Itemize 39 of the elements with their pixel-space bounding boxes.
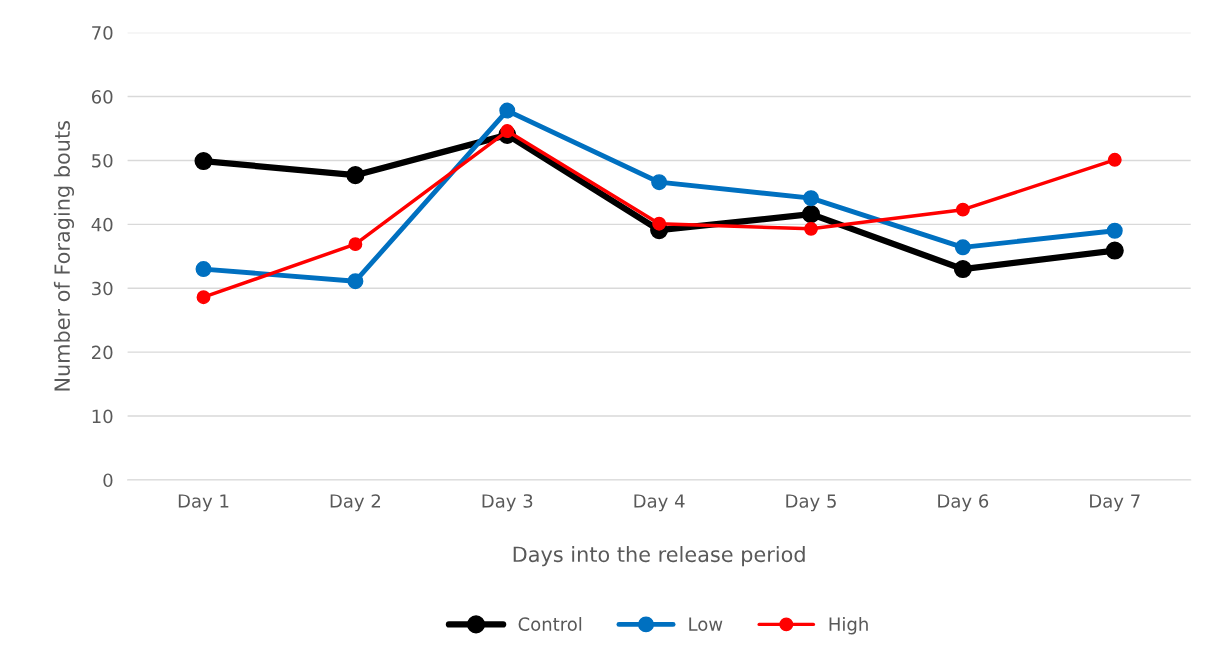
y-tick-label: 20	[92, 345, 113, 360]
y-tick-label: 0	[103, 473, 113, 488]
point	[954, 239, 971, 256]
x-tick-label: Day 5	[786, 494, 836, 512]
legend-label: Low	[689, 617, 723, 631]
point	[195, 261, 212, 278]
point	[803, 190, 819, 207]
legend-label: Control	[518, 616, 582, 631]
x-tick-label: Day 7	[1090, 494, 1140, 512]
point	[953, 260, 972, 279]
y-tick-label: 40	[91, 217, 113, 232]
point	[346, 166, 365, 185]
x-tick-label: Day 4	[634, 494, 685, 512]
point	[1107, 152, 1122, 167]
legend-label: High	[829, 616, 868, 635]
y-tick-label: 60	[91, 90, 113, 104]
x-tick-label: Day 2	[330, 494, 381, 512]
point	[500, 124, 515, 139]
point	[652, 216, 667, 231]
y-tick-label: 70	[92, 26, 113, 40]
point	[347, 273, 364, 290]
point	[1106, 222, 1123, 239]
point	[651, 174, 668, 191]
y-axis-title: Number of Foraging bouts	[53, 121, 75, 391]
y-tick-label: 50	[92, 153, 113, 168]
point	[194, 152, 213, 171]
x-tick-label: Day 1	[178, 494, 229, 512]
point	[348, 237, 363, 252]
y-tick-label: 30	[92, 281, 113, 296]
y-tick-label: 10	[92, 409, 113, 424]
x-axis-title: Days into the release period	[513, 546, 805, 567]
point	[196, 290, 211, 305]
point	[499, 102, 516, 119]
point	[801, 205, 821, 224]
point	[1105, 241, 1124, 260]
point	[804, 221, 818, 236]
x-tick-label: Day 3	[482, 494, 533, 512]
point	[955, 202, 970, 217]
x-tick-label: Day 6	[938, 494, 989, 512]
